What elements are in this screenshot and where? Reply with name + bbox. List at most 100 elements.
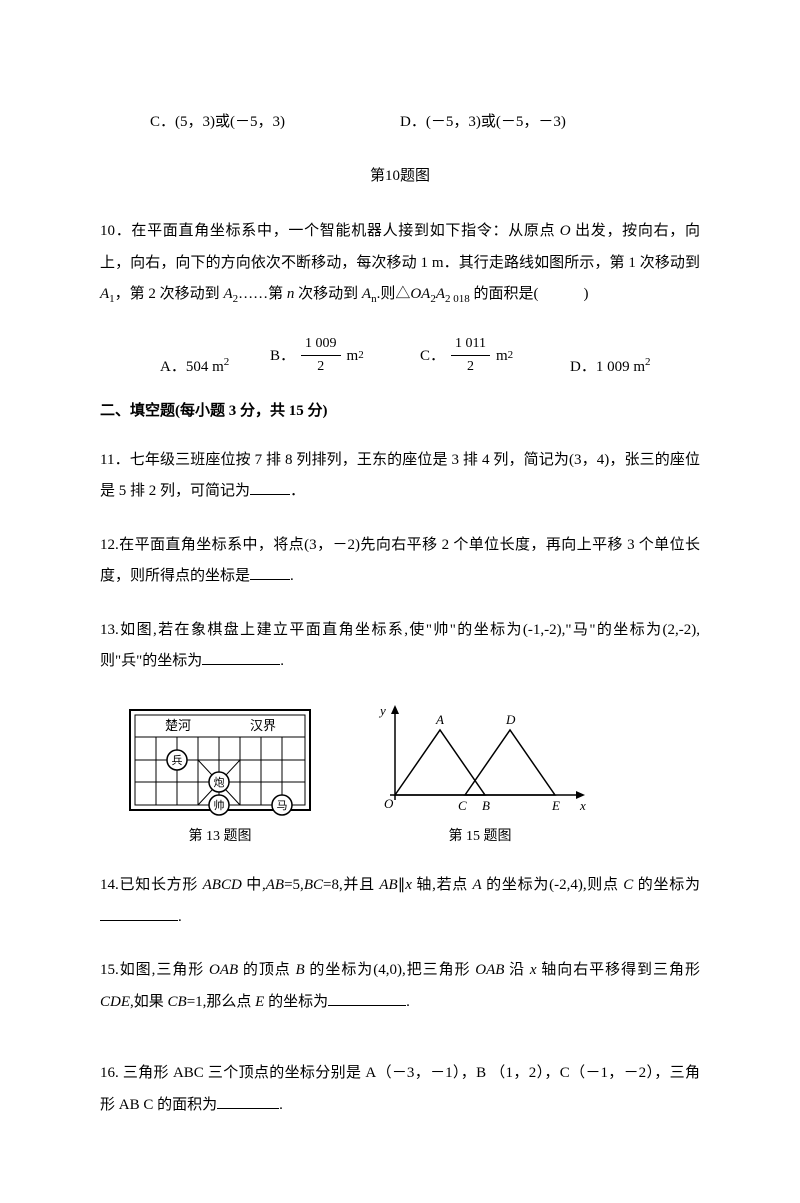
q10-choice-b: B． 1 009 2 m2: [270, 333, 420, 379]
question-12: 12.在平面直角坐标系中，将点(3，－2)先向右平移 2 个单位长度，再向上平移…: [100, 530, 700, 593]
q10-c-unit: m: [496, 344, 508, 368]
q10-a-label: A．: [160, 359, 186, 375]
question-14: 14.已知长方形 ABCD 中,AB=5,BC=8,并且 AB∥x 轴,若点 A…: [100, 870, 700, 933]
piece-ma: 马: [277, 799, 288, 812]
q15-OAB: OAB: [209, 962, 238, 978]
option-d-label: D．: [400, 114, 426, 130]
q10-choice-c: C． 1 011 2 m2: [420, 333, 570, 379]
frac-c-num: 1 011: [451, 333, 490, 356]
q15-number: 15.: [100, 962, 119, 978]
fig15-caption: 第 15 题图: [449, 826, 512, 848]
q15-t6: ,如果: [130, 994, 168, 1010]
q10-c-sq: 2: [508, 347, 514, 365]
q10-choice-d: D．1 009 m2: [570, 354, 651, 379]
q10-b-label: B．: [270, 344, 295, 368]
q12-text: 在平面直角坐标系中，将点(3，－2)先向右平移 2 个单位长度，再向上平移 3 …: [100, 537, 700, 585]
q10-choices: A．504 m2 B． 1 009 2 m2 C． 1 011 2 m2 D．1…: [160, 333, 700, 379]
option-c-label: C．: [150, 114, 175, 130]
q11-text: 七年级三班座位按 7 排 8 列排列，王东的座位是 3 排 4 列，简记为(3，…: [100, 452, 700, 500]
q15-t7: =1,那么点: [187, 994, 255, 1010]
q14-period: .: [178, 909, 182, 925]
question-15: 15.如图,三角形 OAB 的顶点 B 的坐标为(4,0),把三角形 OAB 沿…: [100, 955, 700, 1018]
frac-b-num: 1 009: [301, 333, 341, 356]
q15-t5: 轴向右平移得到三角形: [537, 962, 700, 978]
q10-An: A: [362, 286, 371, 302]
piece-pao: 炮: [214, 776, 225, 789]
axis-y: y: [378, 703, 386, 718]
q15-CDE: CDE: [100, 994, 130, 1010]
chu-label: 楚河: [165, 718, 191, 733]
q13-period: .: [280, 653, 284, 669]
q10-a-sq: 2: [224, 356, 230, 368]
frac-c-den: 2: [451, 356, 490, 378]
question-16: 16. 三角形 ABC 三个顶点的坐标分别是 A（－3，－1），B （1，2），…: [100, 1058, 700, 1121]
q10-b-sq: 2: [358, 347, 364, 365]
q10-text-7: 的面积是( ): [470, 286, 589, 302]
frac-b-den: 2: [301, 356, 341, 378]
axis-x: x: [579, 798, 586, 813]
figures-row: 楚河 汉界 兵 炮: [120, 700, 700, 848]
pt-C: C: [458, 798, 467, 813]
q10-c-label: C．: [420, 344, 445, 368]
q15-OAB2: OAB: [475, 962, 504, 978]
q11-number: 11．: [100, 452, 130, 468]
q15-x: x: [530, 962, 537, 978]
q10-choice-a: A．504 m2: [160, 354, 270, 379]
pt-D: D: [505, 712, 516, 727]
q15-t8: 的坐标为: [264, 994, 328, 1010]
q14-t1: 已知长方形: [119, 877, 203, 893]
q10-text-4: ……第: [238, 286, 287, 302]
q10-A2018-sub: 2 018: [445, 293, 470, 305]
q15-E: E: [255, 994, 264, 1010]
options-row: C．(5，3)或(－5，3) D．(－5，3)或(－5，－3): [100, 110, 700, 134]
document-page: C．(5，3)或(－5，3) D．(－5，3)或(－5，－3) 第10题图 10…: [0, 0, 800, 1203]
q14-AB: AB: [266, 877, 284, 893]
pt-B: B: [482, 798, 490, 813]
origin-O: O: [384, 796, 394, 811]
pt-E: E: [551, 798, 560, 813]
q11-period: ．: [290, 483, 305, 499]
q13-text: 如图,若在象棋盘上建立平面直角坐标系,使"帅"的坐标为(-1,-2),"马"的坐…: [100, 622, 700, 670]
pt-A: A: [435, 712, 444, 727]
q14-t7: 的坐标为: [633, 877, 700, 893]
q14-t2: 中,: [242, 877, 266, 893]
q10-a-val: 504 m: [186, 359, 224, 375]
q10-text-3: ，第 2 次移动到: [115, 286, 224, 302]
q10-number: 10．: [100, 223, 131, 239]
section-2-header: 二、填空题(每小题 3 分，共 15 分): [100, 399, 700, 423]
q14-t4: =8,并且: [323, 877, 379, 893]
q14-t3: =5,: [284, 877, 304, 893]
q11-blank: [250, 479, 290, 495]
fraction-c: 1 011 2: [451, 333, 490, 379]
q14-C: C: [623, 877, 633, 893]
q16-number: 16.: [100, 1065, 123, 1081]
q14-x: x: [405, 877, 412, 893]
q15-CB: CB: [168, 994, 187, 1010]
figure-10-caption: 第10题图: [100, 164, 700, 188]
q10-d-label: D．: [570, 359, 596, 375]
q14-A: A: [473, 877, 482, 893]
fraction-b: 1 009 2: [301, 333, 341, 379]
q14-t5: 轴,若点: [412, 877, 473, 893]
q15-t4: 沿: [504, 962, 529, 978]
q13-number: 13.: [100, 622, 119, 638]
q10-A2018: A: [436, 286, 445, 302]
q10-d-val: 1 009 m: [596, 359, 645, 375]
q10-A1: A: [100, 286, 109, 302]
q10-text-6: .则△: [377, 286, 411, 302]
q14-BC: BC: [304, 877, 323, 893]
option-d: D．(－5，3)或(－5，－3): [400, 110, 566, 134]
q10-OA2: OA: [410, 286, 430, 302]
chessboard-svg: 楚河 汉界 兵 炮: [120, 700, 320, 820]
q10-var-O: O: [560, 223, 571, 239]
q15-t3: 的坐标为(4,0),把三角形: [305, 962, 476, 978]
q16-blank: [217, 1108, 279, 1109]
q15-B: B: [296, 962, 305, 978]
q12-period: .: [290, 568, 294, 584]
option-c-text: (5，3)或(－5，3): [175, 114, 285, 130]
q14-number: 14.: [100, 877, 119, 893]
q12-blank: [250, 564, 290, 580]
q10-d-sq: 2: [645, 356, 651, 368]
q10-text-1: 在平面直角坐标系中，一个智能机器人接到如下指令：从原点: [131, 223, 559, 239]
question-10: 10．在平面直角坐标系中，一个智能机器人接到如下指令：从原点 O 出发，按向右，…: [100, 216, 700, 311]
